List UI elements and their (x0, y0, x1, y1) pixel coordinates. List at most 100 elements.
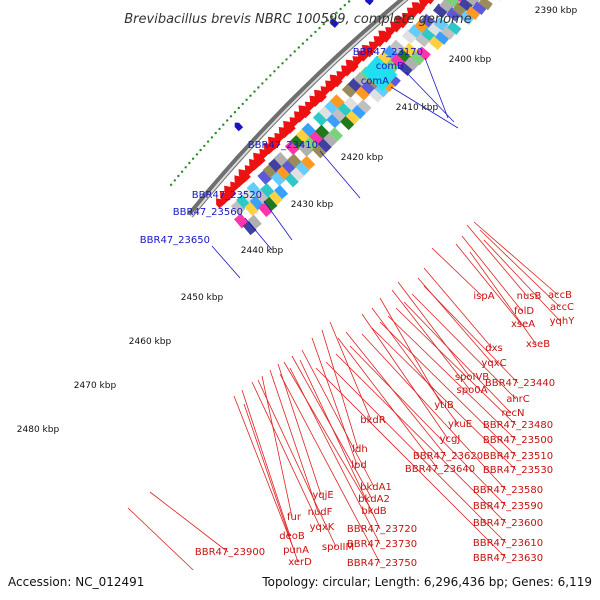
feature-block (290, 167, 305, 182)
leader-line (397, 281, 471, 378)
leader-line (319, 150, 361, 199)
scale-dot (249, 94, 252, 97)
scale-label: 2450 kbp (181, 293, 224, 303)
feature-block (355, 85, 371, 101)
feature-block (434, 31, 450, 45)
gene-label: recN (501, 408, 524, 419)
leader-line (345, 331, 447, 457)
gene-label: BBR47_23520 (192, 190, 262, 201)
gene-arrow (418, 0, 430, 9)
scale-dot (277, 66, 280, 69)
leader-line (466, 224, 528, 297)
feature-block (301, 155, 316, 170)
feature-block (401, 29, 417, 44)
feature-block (368, 88, 384, 103)
footer-bar (0, 570, 600, 600)
feature-block (447, 21, 462, 35)
feature-block (274, 184, 289, 200)
feature-block (284, 140, 300, 156)
leader-line (379, 321, 517, 457)
leader-line (395, 307, 517, 426)
scale-dot (180, 170, 184, 173)
feature-rings (230, 0, 506, 236)
gene-arrow (268, 136, 281, 150)
gene-label: BBR47_23750 (347, 558, 417, 569)
leader-line (311, 337, 358, 466)
feature-block (472, 1, 487, 16)
gene-label: BBR47_23530 (483, 465, 553, 476)
gene-labels: BBR47_23170 comB comA BBR47_23410 BBR47_2352… (140, 47, 575, 592)
feature-block (263, 196, 278, 212)
gene-label: bkdA1 (360, 482, 392, 493)
gene-arrow (298, 105, 312, 119)
map-title: Brevibacillus brevis NBRC 100599, comple… (124, 12, 471, 27)
feature-block (491, 0, 506, 1)
leader-line (149, 491, 229, 553)
leader-line (361, 313, 449, 440)
leader-line (321, 329, 359, 450)
gene-label: bkdA2 (358, 494, 390, 505)
gene-arrow (401, 12, 413, 23)
gene-label: ycgJ (440, 434, 461, 445)
gene-label: xerD (288, 557, 312, 568)
gene-arrow (278, 126, 290, 139)
scale-label: 2410 kbp (396, 103, 439, 113)
gene-label: BBR47_23440 (485, 378, 555, 389)
scale-dot (322, 23, 325, 26)
gene-arrow (238, 169, 251, 183)
leader-line (244, 217, 273, 251)
scale-dot (297, 46, 300, 49)
feature-block (404, 56, 419, 71)
feature-block (433, 3, 448, 19)
feature-block (323, 132, 338, 147)
leader-line (479, 229, 561, 308)
gene-label: BBR47_23500 (483, 435, 553, 446)
gene-arrow (263, 142, 275, 155)
gene-label: comA (361, 76, 389, 87)
gene-label: bkdB (361, 506, 386, 517)
gene-label: BBR47_23650 (140, 235, 210, 246)
feature-block (384, 58, 400, 74)
gene-label: spoIVB (455, 372, 489, 383)
gene-arrow (293, 111, 306, 123)
scale-dot (214, 131, 217, 135)
gene-label: folD (514, 306, 534, 317)
feature-block (258, 202, 273, 218)
leader-line (263, 200, 293, 241)
gene-label: lpd (351, 460, 366, 471)
leader-line (233, 395, 295, 551)
feature-block (340, 116, 355, 131)
scale-dot (241, 102, 244, 106)
leader-line (211, 245, 241, 279)
scale-label: 2470 kbp (74, 381, 117, 391)
scale-dot (335, 11, 338, 14)
feature-block (312, 111, 328, 127)
leader-line (279, 373, 381, 564)
scale-dot (233, 111, 237, 114)
leader-line (269, 369, 319, 513)
feature-block (257, 169, 273, 185)
scale-dot (191, 157, 195, 160)
scale-dot (269, 74, 272, 77)
scale-dot (237, 106, 240, 110)
outer-gene-arrow (234, 122, 244, 132)
feature-block (465, 6, 481, 20)
leader-line (423, 285, 519, 384)
gene-arrow (234, 175, 246, 187)
leader-line (405, 71, 455, 123)
outer-strand-genes (234, 0, 374, 132)
gene-label: BBR47_23560 (173, 207, 243, 218)
scale-dot (347, 0, 351, 3)
gene-label: BBR47_23730 (347, 539, 417, 550)
scale-dot (245, 98, 248, 102)
scale-dot (206, 140, 210, 143)
scale-dot (261, 82, 264, 85)
feature-block (357, 99, 372, 114)
scale-dot (285, 58, 288, 61)
gene-label: fur (287, 512, 302, 523)
leader-line (325, 361, 507, 544)
gene-label: dxs (485, 343, 502, 354)
scale-label: 2440 kbp (241, 246, 284, 256)
leader-line (403, 301, 512, 414)
